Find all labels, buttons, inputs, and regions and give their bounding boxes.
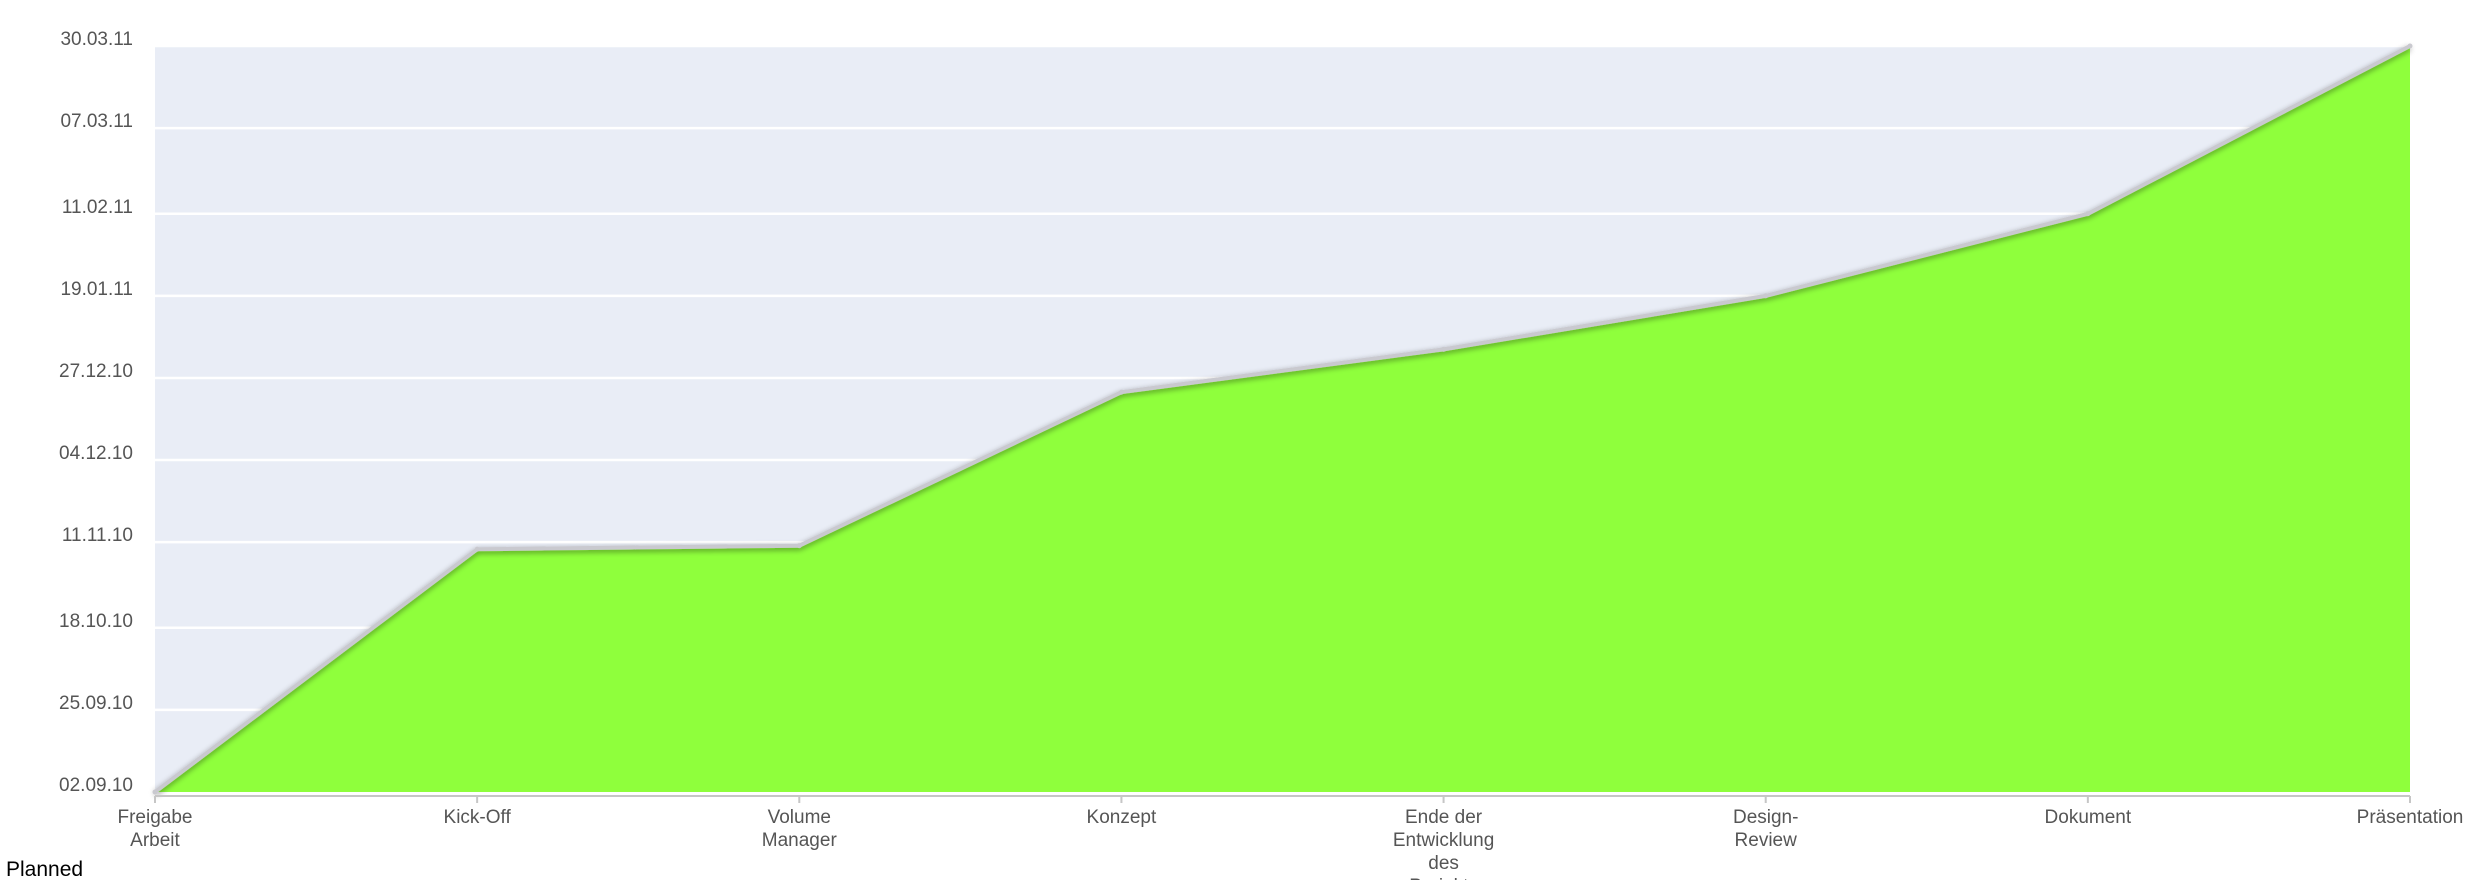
x-axis-ticks: Freigabe Arbeit Kick-Off Volume Manager Konze…	[118, 796, 2464, 880]
data-points	[152, 43, 2413, 795]
x-tick-label: Kick-Off	[444, 807, 512, 828]
data-point-5	[1441, 346, 1447, 352]
data-point-2	[474, 546, 480, 552]
data-point-1	[152, 789, 158, 795]
data-point-7	[2085, 211, 2091, 217]
x-tick-label: Dokument	[2045, 807, 2132, 828]
y-tick-label: 02.09.10	[59, 775, 133, 796]
y-tick-label: 27.12.10	[59, 361, 133, 382]
y-tick-label: 18.10.10	[59, 611, 133, 632]
x-tick-label: Design-Review	[1733, 807, 1798, 851]
x-tick-label: Präsentation	[2357, 807, 2464, 828]
x-tick-label: Volume Manager	[762, 807, 838, 851]
x-tick-label: Ende derEntwicklungdesProjekts	[1393, 807, 1494, 880]
y-tick-label: 19.01.11	[60, 279, 133, 300]
y-axis-ticks: 02.09.10 25.09.10 18.10.10 11.11.10 04.12.10…	[59, 29, 133, 796]
area-fill	[155, 46, 2410, 792]
y-tick-label: 25.09.10	[59, 693, 133, 714]
y-tick-label: 07.03.11	[60, 111, 133, 132]
x-tick-label: Freigabe Arbeit	[118, 807, 193, 851]
y-tick-label: 11.02.11	[62, 197, 133, 218]
data-point-6	[1763, 293, 1769, 299]
data-point-3	[796, 543, 802, 549]
series-caption: Planned	[6, 858, 84, 881]
y-tick-label: 11.11.10	[62, 525, 133, 546]
data-point-4	[1118, 389, 1124, 395]
data-point-8	[2407, 43, 2413, 49]
y-tick-label: 04.12.10	[59, 443, 133, 464]
y-tick-label: 30.03.11	[60, 29, 133, 50]
x-tick-label: Konzept	[1087, 807, 1157, 828]
area-line	[153, 44, 2411, 794]
